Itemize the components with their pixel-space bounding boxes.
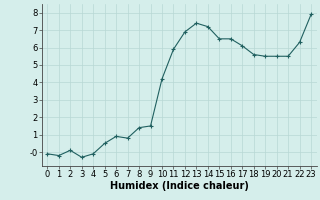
X-axis label: Humidex (Indice chaleur): Humidex (Indice chaleur) xyxy=(110,181,249,191)
